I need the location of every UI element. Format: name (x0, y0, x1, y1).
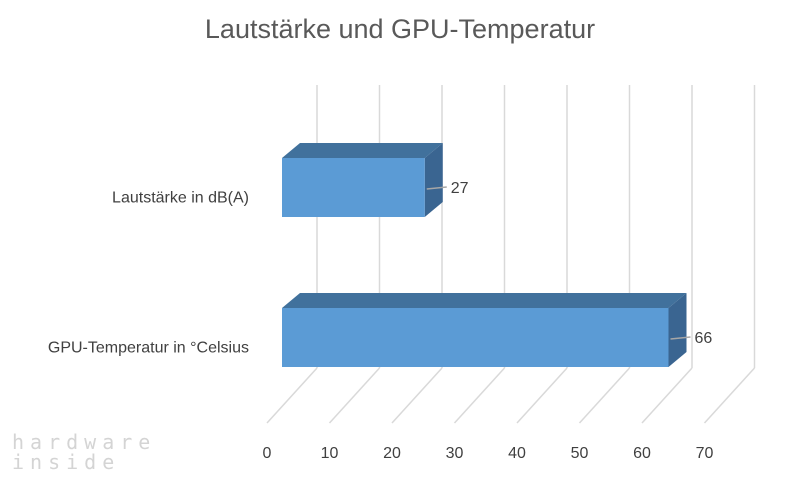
gridline-floor-60 (641, 367, 693, 424)
bar (282, 158, 425, 217)
watermark-line-2: inside (12, 450, 121, 474)
x-tick-label: 50 (571, 445, 589, 462)
category-label: GPU-Temperatur in °Celsius (48, 340, 249, 357)
x-tick-label: 30 (446, 445, 464, 462)
gridline-floor-10 (328, 367, 381, 424)
watermark-line-1: hardware (12, 430, 157, 454)
x-tick-label: 40 (508, 445, 526, 462)
x-tick-label: 20 (383, 445, 401, 462)
x-tick-label: 0 (263, 445, 272, 462)
x-tick-label: 10 (321, 445, 339, 462)
gridline-floor-40 (516, 367, 568, 424)
bar-side-face (424, 143, 443, 217)
data-label-leader (670, 336, 691, 340)
gridline-floor-70 (703, 367, 756, 424)
watermark-logo: hardware inside (12, 432, 156, 472)
bar-side-face (668, 293, 687, 367)
gridline-floor-50 (578, 367, 631, 424)
gridline-floor-30 (453, 367, 506, 424)
x-tick-label: 60 (633, 445, 651, 462)
bar (282, 308, 669, 367)
chart-title: Lautstärke und GPU-Temperatur (204, 14, 596, 44)
gridline-floor-0 (266, 367, 318, 424)
bar-top-face (282, 143, 443, 158)
category-label: Lautstärke in dB(A) (112, 190, 249, 207)
bar-top-face (282, 293, 687, 308)
data-label: 27 (451, 180, 469, 197)
gridline-floor-20 (391, 367, 443, 424)
data-label: 66 (695, 330, 713, 347)
x-tick-label: 70 (696, 445, 714, 462)
data-label-leader (426, 186, 447, 190)
